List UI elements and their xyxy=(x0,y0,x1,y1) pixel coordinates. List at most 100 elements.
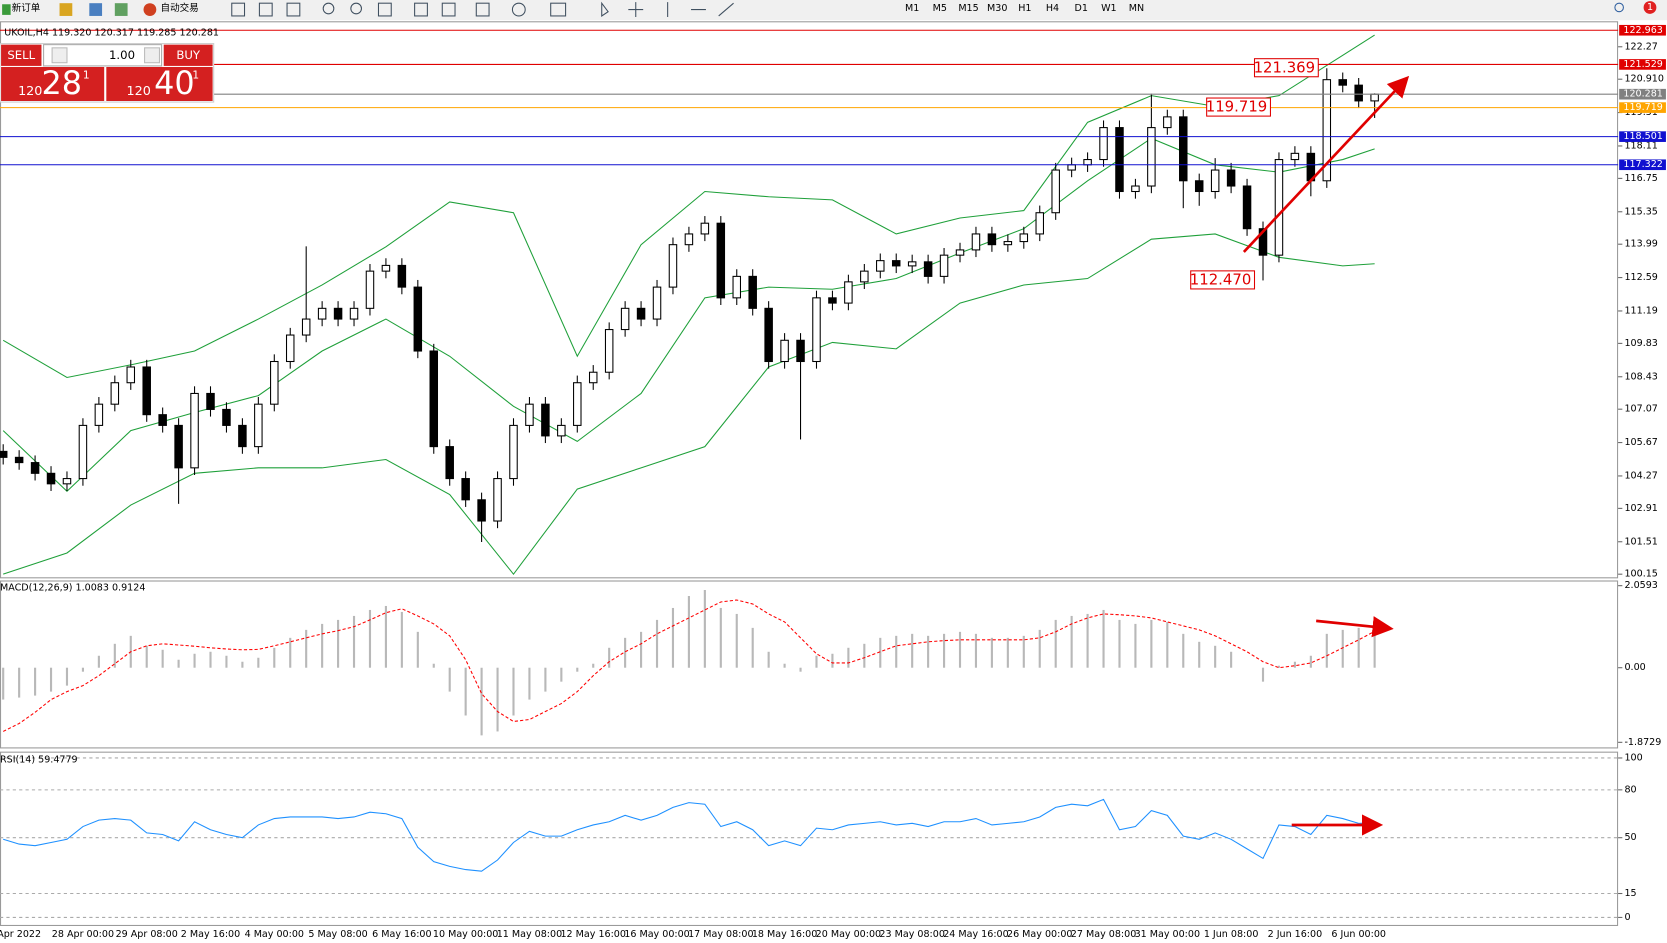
macd-title: MACD(12,26,9) 1.0083 0.9124 xyxy=(0,582,145,593)
timeframe-button[interactable]: MN xyxy=(1129,3,1144,14)
timeframe-button[interactable]: H4 xyxy=(1046,3,1059,14)
buy-label[interactable]: BUY xyxy=(176,48,201,62)
icon[interactable] xyxy=(667,2,734,18)
y-tick-label: 100 xyxy=(1624,752,1642,763)
x-tick-label: 2 Jun 16:00 xyxy=(1268,929,1323,940)
bid-box[interactable] xyxy=(1,66,105,101)
candle-body xyxy=(126,366,136,384)
candle-body xyxy=(1210,169,1220,193)
y-tick-label: 101.51 xyxy=(1624,536,1657,547)
timeframe-button[interactable]: W1 xyxy=(1101,3,1117,14)
candle-body xyxy=(700,222,710,235)
timeframe-button[interactable]: D1 xyxy=(1074,3,1087,14)
toolbar-icons xyxy=(231,1,734,18)
x-tick-label: 18 May 16:00 xyxy=(752,929,817,940)
y-tick-label: 118.11 xyxy=(1624,140,1657,151)
icon[interactable] xyxy=(89,3,103,16)
x-tick-label: 5 May 08:00 xyxy=(308,929,367,940)
icon[interactable] xyxy=(441,2,456,17)
level-label-bg xyxy=(1619,159,1666,171)
level-label: 119.719 xyxy=(1623,102,1662,113)
autotrade-button[interactable]: 自动交易 xyxy=(161,2,199,14)
icon[interactable] xyxy=(286,2,301,17)
y-tick-label: 122.27 xyxy=(1624,41,1657,52)
sell-button[interactable] xyxy=(1,44,42,66)
y-tick-label: 116.75 xyxy=(1624,173,1657,184)
candle-body xyxy=(907,261,917,267)
candle-body xyxy=(461,478,470,501)
y-tick-label: -1.8729 xyxy=(1624,737,1661,748)
candle-body xyxy=(1226,169,1236,187)
x-tick-label: 2 May 16:00 xyxy=(181,929,240,940)
timeframe-button[interactable]: M5 xyxy=(933,3,947,14)
candle-body xyxy=(445,446,454,480)
candle-body xyxy=(604,329,614,373)
candle-body xyxy=(668,244,678,288)
icon[interactable] xyxy=(322,2,335,15)
annotation-label: 119.719 xyxy=(1206,98,1268,116)
x-tick-label: 1 Jun 08:00 xyxy=(1204,929,1259,940)
candle-body xyxy=(254,403,263,448)
candle-body xyxy=(301,318,311,336)
annotation-label: 112.470 xyxy=(1190,270,1252,288)
icon[interactable] xyxy=(414,2,428,17)
level-label-bg xyxy=(1619,88,1666,100)
candle-body xyxy=(748,275,757,309)
icon[interactable] xyxy=(475,2,490,17)
timeframe-button[interactable]: H1 xyxy=(1018,3,1031,14)
x-tick-label: 17 May 08:00 xyxy=(688,929,753,940)
candle-body xyxy=(270,360,279,405)
timeframe-button[interactable]: M15 xyxy=(958,3,978,14)
icon[interactable] xyxy=(550,2,567,17)
order-icon xyxy=(2,4,11,15)
ask-pips: 40 xyxy=(154,64,195,102)
trend-arrow xyxy=(1242,75,1410,253)
y-tick-label: 120.910 xyxy=(1624,74,1663,85)
icon[interactable] xyxy=(377,2,392,17)
icon[interactable] xyxy=(258,2,273,17)
bid-pips: 28 xyxy=(41,64,82,102)
icon[interactable] xyxy=(59,3,73,16)
level-label: 120.281 xyxy=(1623,89,1662,100)
candle-body xyxy=(238,424,247,448)
candle-body xyxy=(206,392,215,410)
candle-body xyxy=(923,261,933,277)
ask-box[interactable] xyxy=(106,66,213,101)
y-tick-label: 102.91 xyxy=(1624,503,1657,514)
candle-body xyxy=(620,307,630,331)
lot-value[interactable]: 1.00 xyxy=(109,48,135,62)
candle-body xyxy=(1147,127,1156,187)
new-order-button[interactable]: 新订单 xyxy=(12,2,41,14)
icon[interactable] xyxy=(350,2,362,15)
icon[interactable] xyxy=(601,1,609,17)
candle-body xyxy=(796,339,805,363)
x-tick-label: 24 May 16:00 xyxy=(943,929,1008,940)
lot-spin[interactable] xyxy=(144,47,161,64)
buy-button[interactable] xyxy=(163,44,213,66)
chart-title: UKOIL,H4 119.320 120.317 119.285 120.281 xyxy=(4,27,219,38)
candle-body xyxy=(413,286,423,352)
bollinger-lower xyxy=(3,233,1375,576)
icon[interactable] xyxy=(231,2,246,17)
candle-body xyxy=(812,297,821,363)
y-tick-label: 0.00 xyxy=(1624,662,1645,673)
candle-body xyxy=(573,382,582,426)
x-tick-label: 16 May 00:00 xyxy=(624,929,689,940)
icon[interactable] xyxy=(114,3,128,16)
candle-body xyxy=(525,403,534,426)
timeframe-button[interactable]: M30 xyxy=(987,3,1007,14)
timeframe-button[interactable]: M1 xyxy=(905,3,919,14)
sell-label[interactable]: SELL xyxy=(7,48,35,62)
y-tick-label: 113.99 xyxy=(1624,239,1657,250)
icon[interactable] xyxy=(628,2,644,18)
trade-panel: SELL 1.00 BUY 120 28 1 120 40 1 xyxy=(0,43,215,103)
lot-spin[interactable] xyxy=(51,47,68,64)
candle-body xyxy=(732,275,742,299)
icon[interactable] xyxy=(511,2,526,17)
lot-input[interactable] xyxy=(43,44,163,67)
candle-body xyxy=(1194,180,1204,193)
candle-body xyxy=(222,408,231,426)
search-icon[interactable] xyxy=(1614,2,1624,13)
